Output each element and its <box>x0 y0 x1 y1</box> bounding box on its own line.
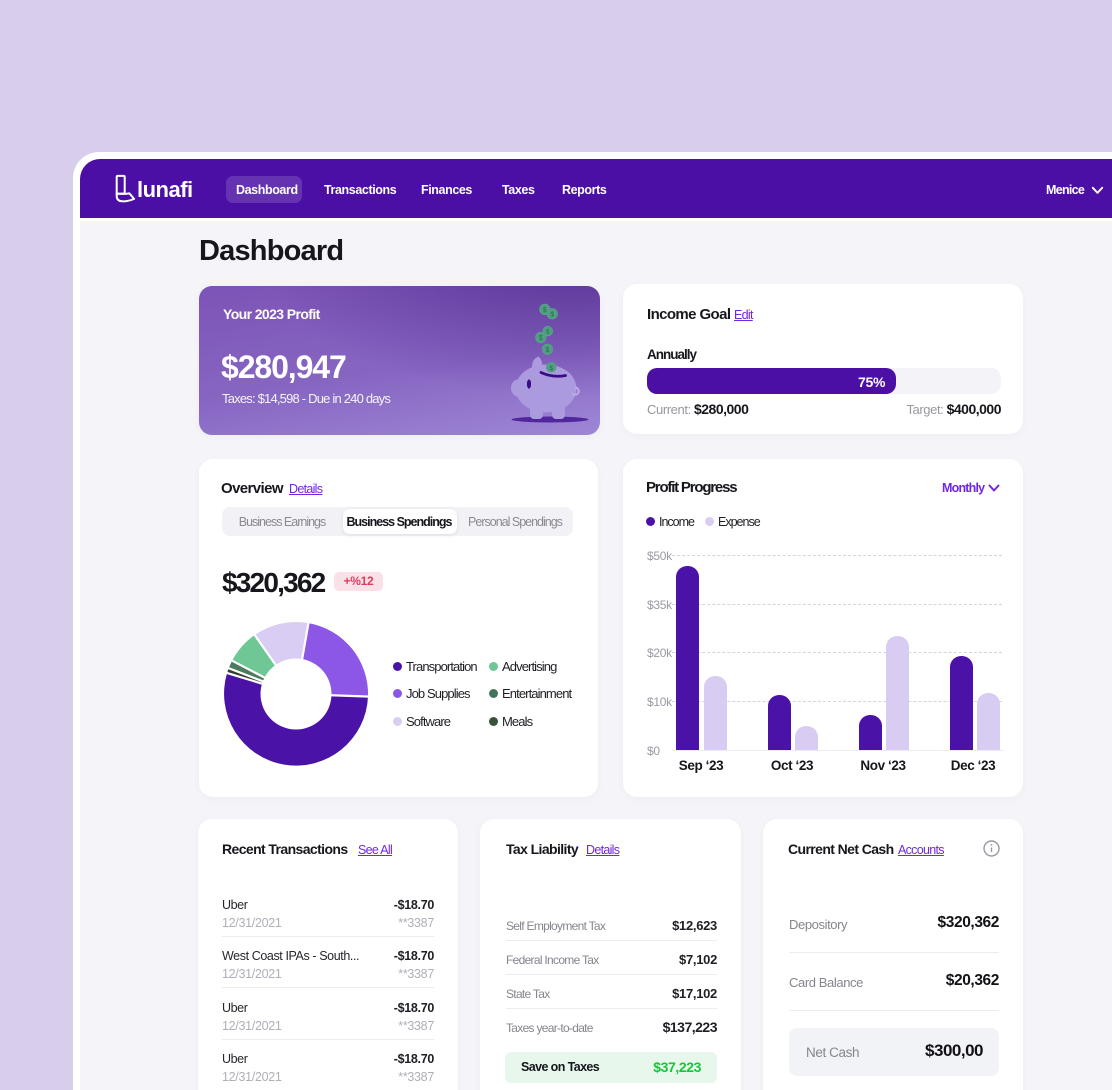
svg-text:$: $ <box>543 307 547 314</box>
svg-text:$: $ <box>550 311 554 318</box>
svg-text:$: $ <box>549 365 553 372</box>
svg-text:$: $ <box>539 335 543 342</box>
svg-text:$: $ <box>546 347 550 354</box>
svg-text:$: $ <box>546 329 550 336</box>
